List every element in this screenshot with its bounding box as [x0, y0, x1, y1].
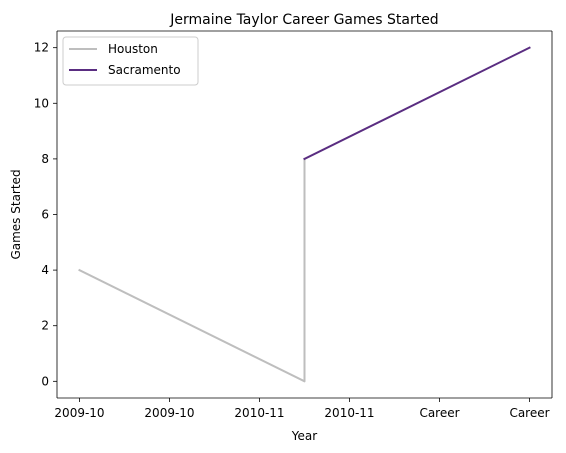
legend-label-houston: Houston	[108, 42, 158, 56]
chart-title: Jermaine Taylor Career Games Started	[169, 12, 438, 28]
y-tick-label: 2	[41, 319, 49, 333]
x-tick-label: 2009-10	[54, 406, 104, 420]
y-axis-ticks: 0 2 4 6 8 10 12	[34, 41, 57, 388]
x-tick-label: 2010-11	[324, 406, 374, 420]
series-line-houston	[78, 157, 306, 383]
series-layer	[78, 46, 531, 383]
y-tick-label: 4	[41, 263, 49, 277]
y-tick-label: 6	[41, 208, 49, 222]
y-tick-label: 8	[41, 152, 49, 166]
x-axis-ticks: 2009-10 2009-10 2010-11 2010-11 Career Career	[54, 398, 550, 420]
x-tick-label: Career	[419, 406, 459, 420]
x-tick-label: 2009-10	[144, 406, 194, 420]
series-line-sacramento	[303, 46, 531, 161]
legend: Houston Sacramento	[62, 36, 199, 86]
legend-label-sacramento: Sacramento	[108, 63, 181, 77]
x-tick-label: Career	[509, 406, 549, 420]
x-axis-label: Year	[291, 429, 317, 443]
x-tick-label: 2010-11	[234, 406, 284, 420]
y-tick-label: 12	[34, 41, 49, 55]
y-axis-label: Games Started	[9, 169, 23, 259]
y-tick-label: 10	[34, 96, 49, 110]
y-tick-label: 0	[41, 374, 49, 388]
